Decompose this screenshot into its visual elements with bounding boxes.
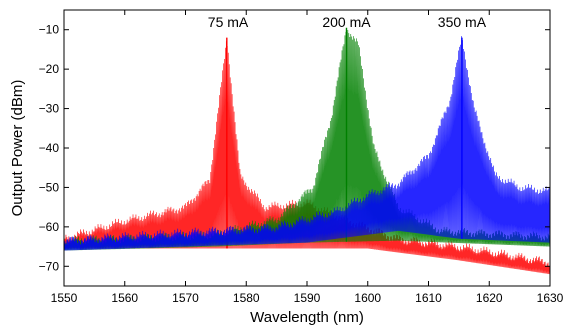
x-axis-title: Wavelength (nm) bbox=[250, 309, 364, 326]
x-tick-label: 1580 bbox=[233, 291, 260, 305]
annotation-label: 75 mA bbox=[208, 14, 249, 30]
x-tick-label: 1560 bbox=[111, 291, 138, 305]
y-tick-label: −10 bbox=[39, 23, 60, 37]
annotations-layer: 75 mA 200 mA 350 mA bbox=[208, 14, 487, 30]
x-tick-label: 1620 bbox=[476, 291, 503, 305]
y-tick-label: −70 bbox=[39, 259, 60, 273]
y-tick-label: −50 bbox=[39, 180, 60, 194]
x-tick-label: 1610 bbox=[415, 291, 442, 305]
x-tick-label: 1630 bbox=[537, 291, 564, 305]
y-tick-label: −20 bbox=[39, 62, 60, 76]
series-layer bbox=[64, 27, 550, 275]
annotation-label: 200 mA bbox=[322, 14, 371, 30]
plot-area bbox=[64, 27, 550, 275]
x-tick-label: 1590 bbox=[294, 291, 321, 305]
x-tick-label: 1570 bbox=[172, 291, 199, 305]
x-tick-label: 1550 bbox=[51, 291, 78, 305]
annotation-label: 350 mA bbox=[438, 14, 487, 30]
y-axis-title: Output Power (dBm) bbox=[9, 80, 26, 217]
x-tick-label: 1600 bbox=[354, 291, 381, 305]
y-tick-label: −30 bbox=[39, 102, 60, 116]
ticks-layer: 1550 1560 1570 1580 1590 1600 1610 1620 1630 −70 −… bbox=[39, 10, 564, 305]
y-tick-label: −40 bbox=[39, 141, 60, 155]
series-line bbox=[64, 36, 550, 251]
y-tick-label: −60 bbox=[39, 220, 60, 234]
